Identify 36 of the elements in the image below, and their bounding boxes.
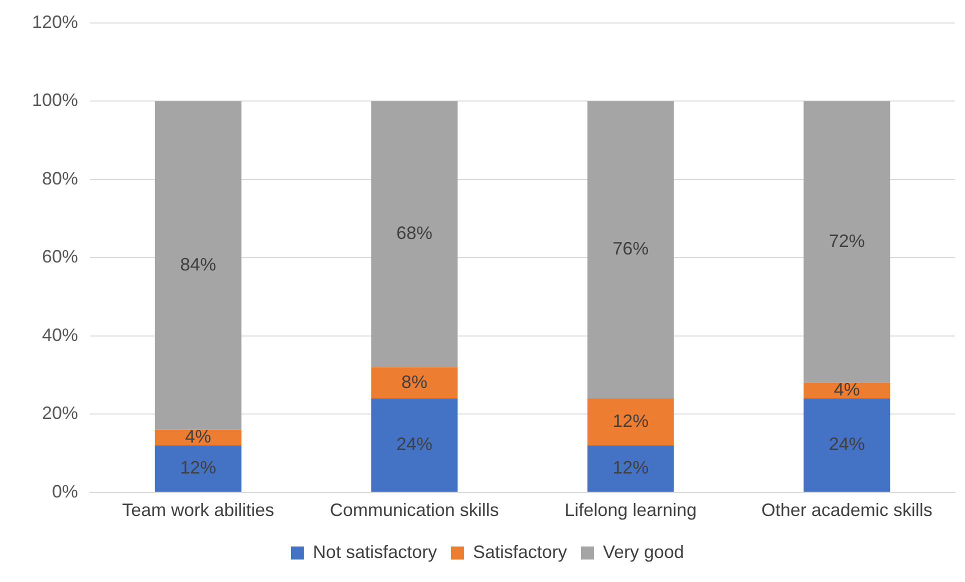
bar (371, 101, 458, 368)
y-tick-label: 100% (32, 90, 78, 110)
legend-label: Not satisfactory (312, 542, 437, 562)
bar (371, 367, 458, 398)
data-label: 4% (185, 426, 212, 447)
data-label: 84% (180, 254, 216, 274)
bar (371, 398, 458, 492)
y-tick-label: 60% (42, 246, 78, 267)
data-label: 8% (401, 372, 428, 392)
bar (587, 445, 674, 492)
y-tick-label: 120% (32, 12, 78, 32)
bar (804, 398, 890, 492)
data-label: 24% (828, 434, 865, 454)
legend-label: Satisfactory (472, 542, 568, 562)
bar (587, 101, 674, 398)
y-tick-label: 20% (42, 403, 78, 424)
data-label: 12% (180, 458, 216, 478)
bar (804, 101, 890, 383)
x-tick-label: Lifelong learning (564, 500, 697, 520)
data-label: 72% (828, 230, 865, 251)
bar (154, 101, 242, 430)
legend-label: Very good (603, 542, 684, 562)
data-label: 12% (612, 410, 649, 431)
y-tick-label: 0% (52, 481, 78, 502)
data-label: 24% (396, 434, 432, 454)
bar (587, 398, 674, 446)
y-tick-label: 40% (42, 324, 78, 345)
data-label: 68% (396, 223, 432, 244)
x-tick-label: Team work abilities (122, 500, 274, 520)
data-label: 76% (612, 238, 649, 259)
bar (154, 445, 242, 492)
y-tick-label: 80% (42, 168, 78, 188)
data-label: 4% (834, 380, 860, 400)
x-tick-label: Other academic skills (761, 500, 932, 520)
data-label: 12% (612, 458, 649, 478)
x-tick-label: Communication skills (330, 500, 499, 520)
